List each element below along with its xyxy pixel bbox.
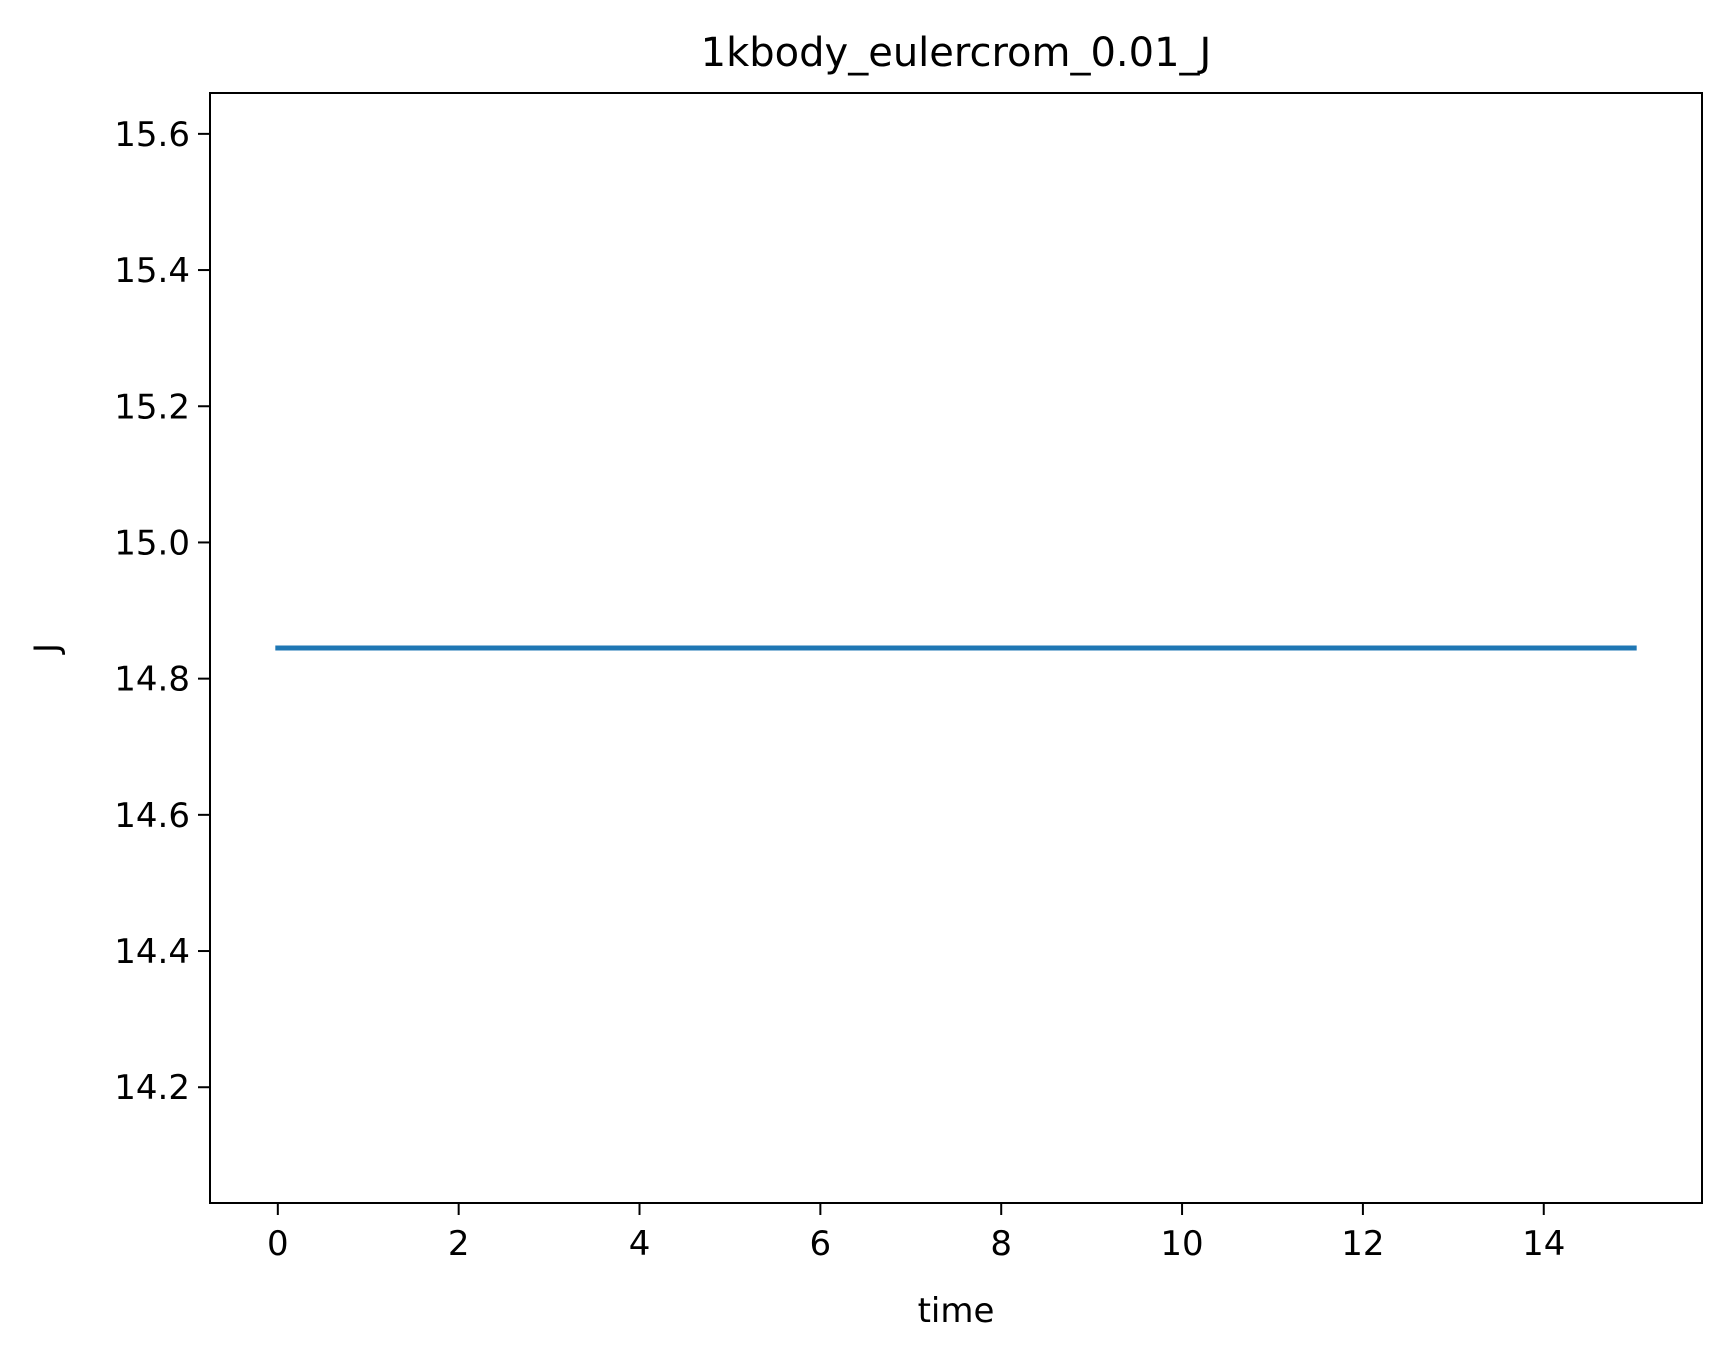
- x-tick-label: 8: [990, 1224, 1012, 1264]
- y-axis-label: J: [27, 643, 67, 655]
- x-axis-label: time: [918, 1291, 995, 1331]
- y-axis-ticks: 14.2 14.4 14.6 14.8 15.0 15.2 15.4 15.6: [114, 115, 210, 1108]
- x-tick-label: 12: [1341, 1224, 1384, 1264]
- y-tick-label: 14.4: [114, 932, 190, 972]
- y-tick-label: 15.6: [114, 115, 190, 155]
- y-tick-label: 14.8: [114, 660, 190, 700]
- x-tick-label: 2: [448, 1224, 470, 1264]
- x-tick-label: 14: [1522, 1224, 1565, 1264]
- x-tick-label: 10: [1160, 1224, 1203, 1264]
- x-tick-label: 0: [267, 1224, 289, 1264]
- y-tick-label: 14.2: [114, 1068, 190, 1108]
- y-tick-label: 15.2: [114, 387, 190, 427]
- y-tick-label: 14.6: [114, 796, 190, 836]
- x-tick-label: 6: [810, 1224, 832, 1264]
- x-axis-ticks: 0 2 4 6 8 10 12 14: [267, 1203, 1565, 1264]
- y-tick-label: 15.0: [114, 523, 190, 563]
- x-tick-label: 4: [629, 1224, 651, 1264]
- y-tick-label: 15.4: [114, 251, 190, 291]
- axes-frame: [209, 92, 1703, 1204]
- chart-title: 1kbody_eulercrom_0.01_J: [701, 30, 1212, 76]
